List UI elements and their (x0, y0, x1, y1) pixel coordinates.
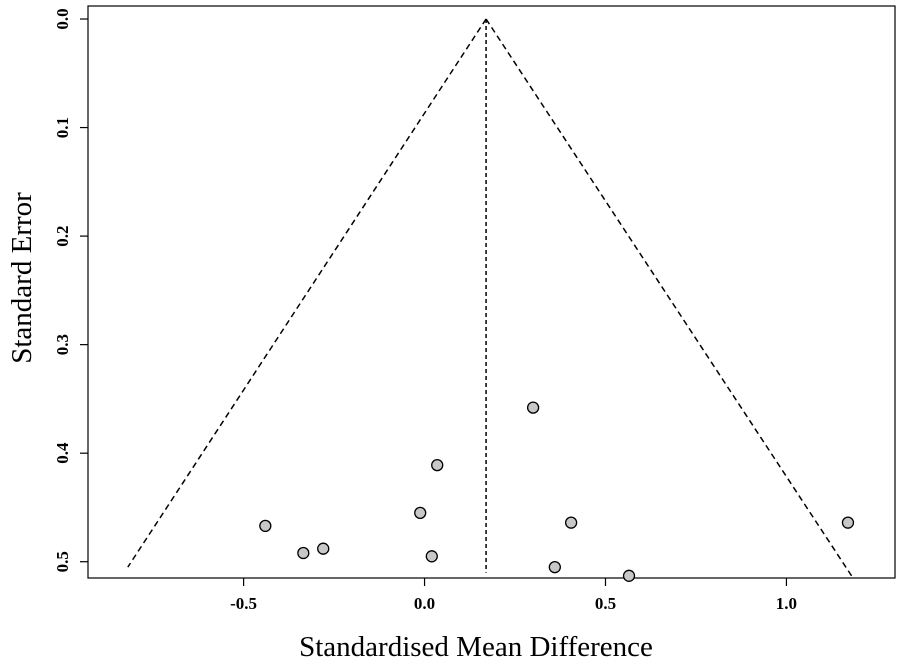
x-axis: -0.5 0.0 0.5 1.0 (230, 578, 797, 613)
y-tick-label: 0.1 (53, 117, 72, 138)
study-points (259, 401, 855, 582)
plot-frame (87, 5, 896, 579)
funnel-right-line (485, 18, 853, 577)
data-point (548, 560, 561, 574)
y-tick-label: 0.3 (53, 334, 72, 355)
data-point (317, 542, 330, 555)
funnel-left-line (127, 18, 487, 568)
x-tick-label: 0.5 (595, 594, 616, 613)
data-point (841, 516, 855, 529)
funnel-lines (127, 18, 853, 577)
y-tick-label: 0.4 (53, 442, 72, 464)
data-point (622, 569, 636, 582)
x-tick-label: 0.0 (414, 594, 435, 613)
data-point (425, 550, 438, 563)
x-tick-label: 1.0 (776, 594, 797, 613)
data-point (259, 519, 272, 533)
data-point (431, 458, 444, 472)
y-tick-label: 0.2 (53, 225, 72, 246)
data-point (526, 401, 540, 414)
data-point (564, 516, 578, 529)
x-axis-title: Standardised Mean Difference (299, 631, 653, 663)
y-tick-label: 0.5 (53, 551, 72, 572)
y-tick-label: 0.0 (53, 8, 72, 29)
data-point (414, 506, 427, 520)
y-axis: 0.0 0.1 0.2 0.3 0.4 0.5 (53, 8, 88, 572)
x-tick-label: -0.5 (230, 594, 257, 613)
data-point (297, 546, 310, 560)
y-axis-title: Standard Error (6, 192, 38, 364)
